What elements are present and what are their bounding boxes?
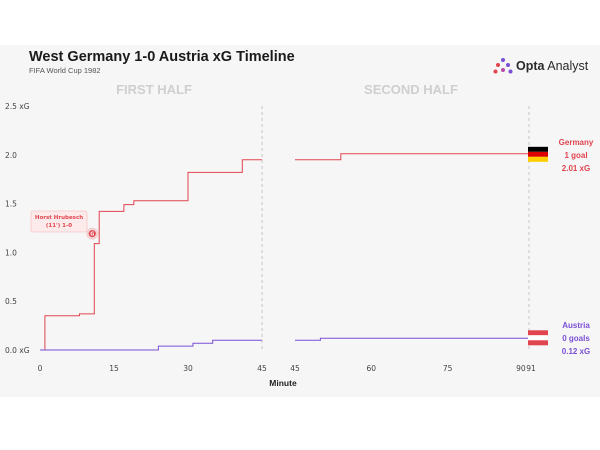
brand-name: Opta Analyst [516, 59, 588, 73]
austria-flag-icon [528, 340, 548, 346]
x-tick-label: 90 [516, 364, 526, 373]
x-tick-label: 60 [367, 364, 377, 373]
germany-flag-icon [528, 146, 548, 152]
y-tick-label: 1.0 [5, 248, 17, 257]
austria-xg-line-first-half [40, 339, 263, 351]
goal-callout-text: Horst Hrubesch [35, 215, 83, 221]
germany-end-label: Germany [559, 138, 594, 147]
half-label-1: FIRST HALF [116, 82, 192, 97]
austria-xg-line-second-half [295, 337, 529, 341]
half-label-2: SECOND HALF [364, 82, 458, 97]
austria-end-label: 0.12 xG [562, 347, 590, 356]
x-tick-label: 15 [109, 364, 119, 373]
y-tick-label: 0.5 [5, 297, 17, 306]
brand-name-bold: Opta [516, 59, 545, 73]
y-tick-label: 0.0 xG [5, 346, 30, 355]
germany-flag-icon [528, 156, 548, 162]
x-tick-label: 0 [38, 364, 43, 373]
y-tick-label: 2.5 xG [5, 102, 30, 111]
x-axis-title: Minute [269, 378, 297, 388]
x-tick-label: 30 [183, 364, 193, 373]
x-tick-label: 91 [526, 364, 536, 373]
x-tick-label: 45 [257, 364, 267, 373]
goal-callout-box [30, 210, 88, 233]
goal-callout-text: (11') 1-0 [46, 223, 72, 229]
austria-flag-icon [528, 335, 548, 341]
y-tick-label: 2.0 [5, 151, 17, 160]
y-tick-label: 1.5 [5, 200, 17, 209]
germany-flag-icon [528, 151, 548, 157]
germany-end-label: 2.01 xG [562, 164, 590, 173]
brand-name-regular: Analyst [544, 59, 589, 73]
chart-title: West Germany 1-0 Austria xG Timeline [29, 49, 295, 65]
austria-end-label: 0 goals [562, 334, 590, 343]
austria-flag-icon [528, 330, 548, 336]
germany-end-label: 1 goal [564, 151, 587, 160]
germany-xg-line-first-half [40, 159, 263, 351]
x-tick-label: 45 [290, 364, 300, 373]
chart-subtitle: FIFA World Cup 1982 [29, 66, 101, 75]
goal-marker [88, 230, 96, 238]
brand-logo: Opta Analyst [493, 56, 588, 76]
opta-dots-icon [493, 58, 513, 74]
germany-xg-line-second-half [295, 153, 529, 161]
austria-end-label: Austria [562, 321, 590, 330]
goal-marker-letter: G [90, 232, 94, 238]
x-tick-label: 75 [443, 364, 453, 373]
